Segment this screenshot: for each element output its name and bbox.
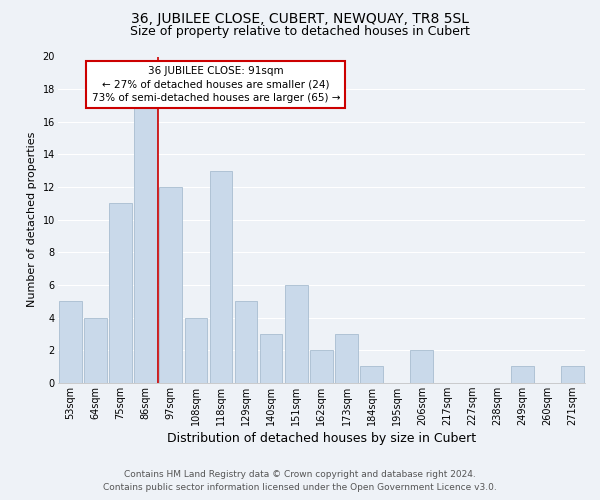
Bar xyxy=(134,106,157,383)
Bar xyxy=(209,170,232,383)
Bar xyxy=(59,301,82,383)
Bar xyxy=(410,350,433,383)
Bar xyxy=(285,285,308,383)
Text: Size of property relative to detached houses in Cubert: Size of property relative to detached ho… xyxy=(130,25,470,38)
Bar xyxy=(109,204,132,383)
Bar xyxy=(360,366,383,383)
Y-axis label: Number of detached properties: Number of detached properties xyxy=(27,132,37,308)
Bar xyxy=(160,187,182,383)
Text: 36, JUBILEE CLOSE, CUBERT, NEWQUAY, TR8 5SL: 36, JUBILEE CLOSE, CUBERT, NEWQUAY, TR8 … xyxy=(131,12,469,26)
Text: Contains HM Land Registry data © Crown copyright and database right 2024.
Contai: Contains HM Land Registry data © Crown c… xyxy=(103,470,497,492)
Bar xyxy=(260,334,283,383)
Bar xyxy=(561,366,584,383)
Bar xyxy=(335,334,358,383)
Bar xyxy=(235,301,257,383)
Bar xyxy=(84,318,107,383)
Text: 36 JUBILEE CLOSE: 91sqm
← 27% of detached houses are smaller (24)
73% of semi-de: 36 JUBILEE CLOSE: 91sqm ← 27% of detache… xyxy=(92,66,340,102)
Bar xyxy=(310,350,332,383)
Bar xyxy=(185,318,207,383)
Bar xyxy=(511,366,533,383)
X-axis label: Distribution of detached houses by size in Cubert: Distribution of detached houses by size … xyxy=(167,432,476,445)
